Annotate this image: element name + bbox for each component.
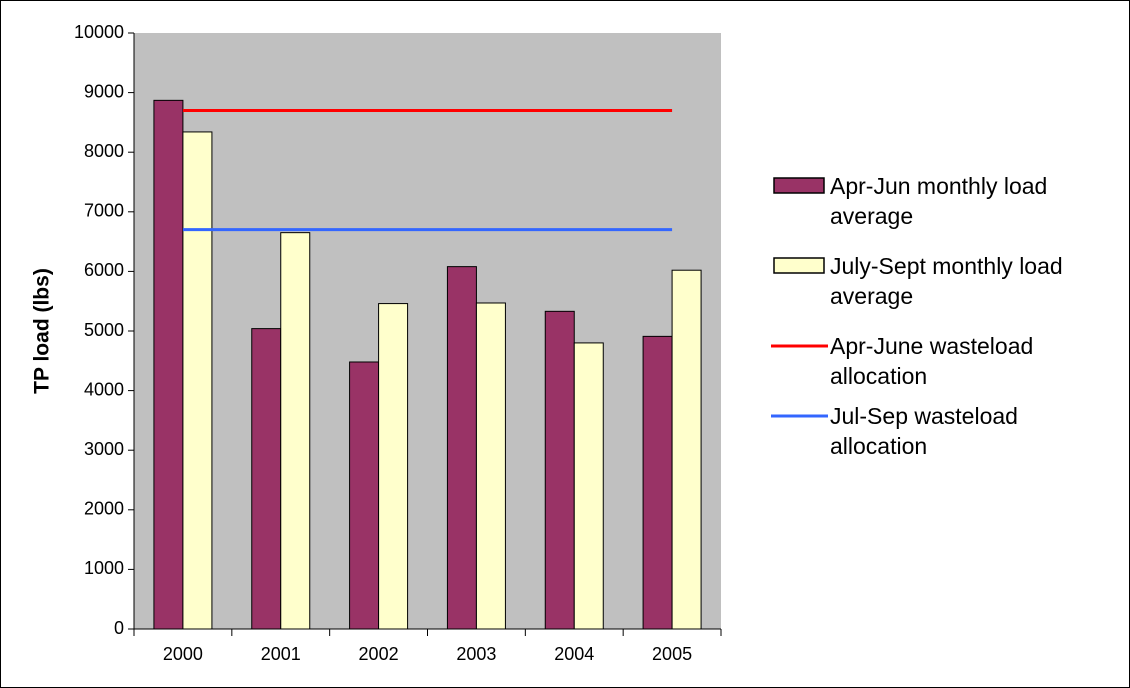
- bar: [378, 303, 409, 630]
- bar: [544, 310, 575, 630]
- y-tick-label: 3000: [84, 439, 124, 459]
- y-axis-title: TP load (lbs): [31, 268, 54, 394]
- y-tick-label: 7000: [84, 201, 124, 221]
- bar: [251, 328, 282, 630]
- bar: [153, 99, 184, 630]
- y-tick-label: 9000: [84, 81, 124, 101]
- bar: [280, 232, 311, 630]
- x-tick-label: 2004: [554, 644, 594, 664]
- x-tick-label: 2005: [652, 644, 692, 664]
- legend-label: Jul-Sep wasteload allocation: [830, 403, 1018, 459]
- bar: [349, 361, 380, 630]
- bar: [446, 266, 477, 630]
- bar: [671, 269, 702, 630]
- y-tick-label: 0: [114, 618, 124, 638]
- y-tick-label: 6000: [84, 260, 124, 280]
- bar: [182, 131, 213, 630]
- legend-swatch: [773, 177, 825, 194]
- x-tick-label: 2003: [456, 644, 496, 664]
- x-tick-label: 2000: [163, 644, 203, 664]
- bar: [642, 335, 673, 630]
- plot-area: [134, 33, 721, 629]
- legend-label: Apr-Jun monthly load average: [830, 173, 1048, 229]
- x-tick-label: 2001: [261, 644, 301, 664]
- y-tick-label: 10000: [74, 22, 124, 42]
- y-tick-label: 8000: [84, 141, 124, 161]
- legend-label: July-Sept monthly load average: [830, 253, 1063, 309]
- bar: [475, 302, 506, 630]
- legend-swatch: [773, 257, 825, 274]
- x-tick-label: 2002: [359, 644, 399, 664]
- bar: [573, 342, 604, 630]
- legend-label: Apr-June wasteload allocation: [830, 333, 1034, 389]
- y-tick-label: 5000: [84, 320, 124, 340]
- y-tick-label: 2000: [84, 499, 124, 519]
- y-tick-label: 4000: [84, 379, 124, 399]
- y-tick-label: 1000: [84, 558, 124, 578]
